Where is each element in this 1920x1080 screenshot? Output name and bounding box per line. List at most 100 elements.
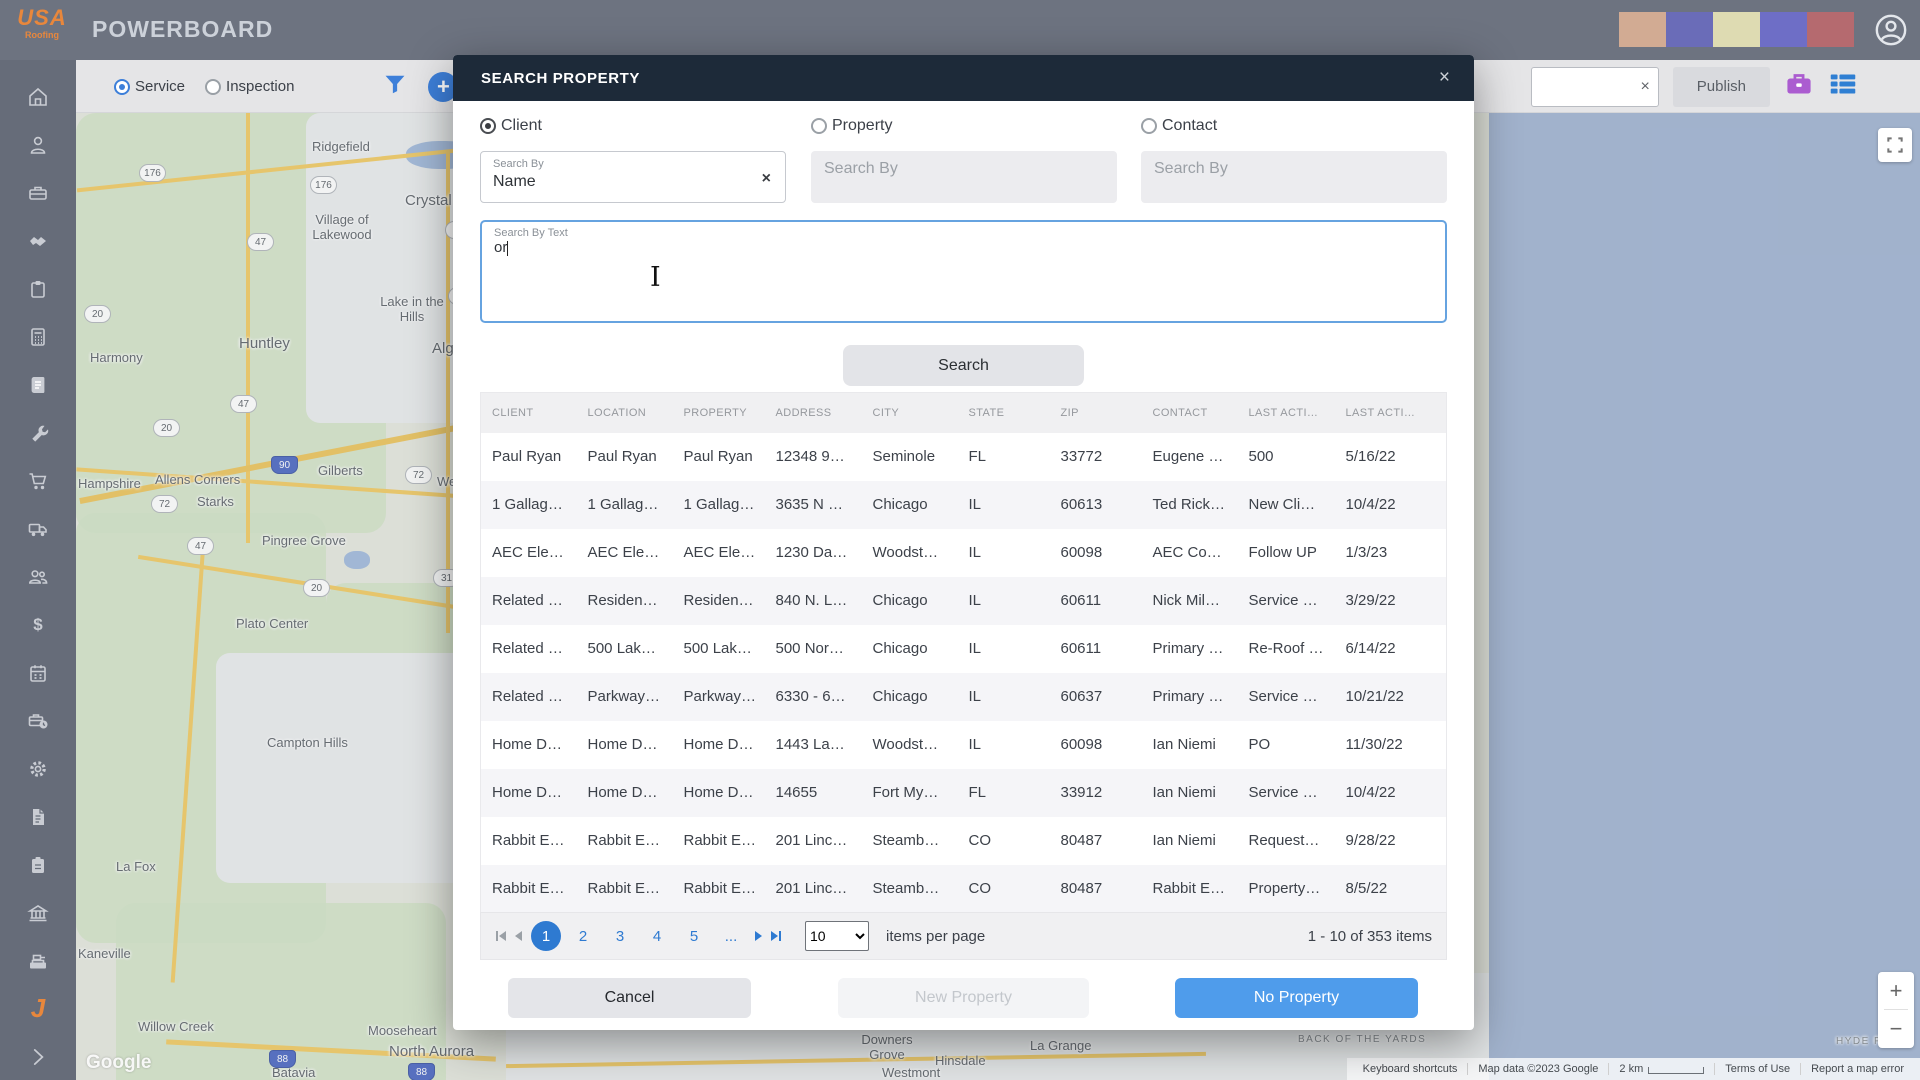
table-cell[interactable]: Chicago bbox=[861, 672, 958, 721]
table-cell[interactable]: 9/28/22 bbox=[1334, 816, 1447, 865]
sidebar-item-tasks[interactable] bbox=[0, 842, 76, 887]
table-cell[interactable]: 1230 Da… bbox=[764, 528, 862, 577]
table-cell[interactable]: FL bbox=[957, 768, 1050, 817]
table-cell[interactable]: Paul Ryan bbox=[480, 432, 577, 481]
attribution-item[interactable]: Keyboard shortcuts bbox=[1362, 1063, 1458, 1075]
table-cell[interactable]: 60613 bbox=[1049, 480, 1142, 529]
color-swatch[interactable] bbox=[1713, 12, 1760, 47]
table-cell[interactable]: Steamb… bbox=[861, 864, 958, 913]
service-radio[interactable]: Service bbox=[114, 78, 185, 95]
color-swatch[interactable] bbox=[1760, 12, 1807, 47]
table-cell[interactable]: 8/5/22 bbox=[1334, 864, 1447, 913]
table-cell[interactable]: 60611 bbox=[1049, 624, 1142, 673]
table-cell[interactable]: AEC Ele… bbox=[576, 528, 673, 577]
table-cell[interactable]: 12348 9… bbox=[764, 432, 862, 481]
sidebar-item-home[interactable] bbox=[0, 74, 76, 119]
table-cell[interactable]: 6/14/22 bbox=[1334, 624, 1447, 673]
table-cell[interactable]: Home D… bbox=[672, 720, 765, 769]
last-page-button[interactable] bbox=[771, 931, 782, 941]
table-cell[interactable]: 60098 bbox=[1049, 528, 1142, 577]
search-by-clear-icon[interactable]: × bbox=[761, 170, 771, 187]
table-cell[interactable]: Related … bbox=[480, 672, 577, 721]
table-cell[interactable]: 201 Linc… bbox=[764, 816, 862, 865]
column-header[interactable]: LOCATION bbox=[576, 392, 673, 433]
table-row[interactable]: AEC Ele… AEC Ele… AEC Ele… 1230 Da… Woodst… I… bbox=[480, 528, 1447, 577]
sidebar-item-clipboard[interactable] bbox=[0, 266, 76, 311]
table-cell[interactable]: Parkway… bbox=[672, 672, 765, 721]
table-cell[interactable]: Steamb… bbox=[861, 816, 958, 865]
table-cell[interactable]: 10/21/22 bbox=[1334, 672, 1447, 721]
table-cell[interactable]: 60098 bbox=[1049, 720, 1142, 769]
table-cell[interactable]: 80487 bbox=[1049, 816, 1142, 865]
search-by-field[interactable]: Search By Name × bbox=[480, 151, 786, 203]
cancel-button[interactable]: Cancel bbox=[508, 978, 751, 1018]
table-header-row[interactable]: CLIENT LOCATION PROPERTY ADDRESS CITY STATE ZI… bbox=[480, 392, 1447, 433]
table-cell[interactable]: 1443 La… bbox=[764, 720, 862, 769]
sidebar-item-estimates[interactable] bbox=[0, 362, 76, 407]
table-cell[interactable]: 840 N. L… bbox=[764, 576, 862, 625]
sidebar-item-people[interactable] bbox=[0, 554, 76, 599]
contact-radio[interactable]: Contact bbox=[1141, 117, 1217, 135]
attribution-item[interactable]: Terms of Use bbox=[1714, 1063, 1800, 1075]
table-cell[interactable]: Paul Ryan bbox=[672, 432, 765, 481]
table-row[interactable]: Related … Residen… Residen… 840 N. L… Chicag… bbox=[480, 576, 1447, 625]
table-cell[interactable]: IL bbox=[957, 720, 1050, 769]
table-cell[interactable]: Chicago bbox=[861, 480, 958, 529]
page-button-3[interactable]: 3 bbox=[615, 927, 625, 945]
property-radio[interactable]: Property bbox=[811, 117, 892, 135]
table-row[interactable]: Paul Ryan Paul Ryan Paul Ryan 12348 9… Semin… bbox=[480, 432, 1447, 481]
table-cell[interactable]: Rabbit E… bbox=[1141, 864, 1238, 913]
page-button-2[interactable]: 2 bbox=[578, 927, 588, 945]
column-header[interactable]: CONTACT bbox=[1141, 392, 1238, 433]
color-swatch[interactable] bbox=[1807, 12, 1854, 47]
fullscreen-button[interactable] bbox=[1878, 128, 1912, 162]
search-button[interactable]: Search bbox=[843, 345, 1084, 386]
search-by-text-value[interactable]: or bbox=[494, 239, 508, 256]
table-cell[interactable]: Rabbit E… bbox=[480, 816, 577, 865]
attribution-item[interactable]: Report a map error bbox=[1800, 1063, 1914, 1075]
map-search-box[interactable]: × bbox=[1530, 66, 1659, 107]
search-by-text-area[interactable]: Search By Text or I bbox=[480, 220, 1447, 323]
table-cell[interactable]: 14655 bbox=[764, 768, 862, 817]
table-cell[interactable]: AEC Co… bbox=[1141, 528, 1238, 577]
table-cell[interactable]: Residen… bbox=[576, 576, 673, 625]
table-cell[interactable]: IL bbox=[957, 576, 1050, 625]
table-row[interactable]: 1 Gallag… 1 Gallag… 1 Gallag… 3635 N … Chica… bbox=[480, 480, 1447, 529]
page-button-...[interactable]: ... bbox=[724, 927, 738, 945]
zoom-in-button[interactable]: + bbox=[1889, 977, 1903, 1003]
inspection-radio[interactable]: Inspection bbox=[205, 78, 294, 95]
column-header[interactable]: ADDRESS bbox=[764, 392, 862, 433]
table-cell[interactable]: 10/4/22 bbox=[1334, 768, 1447, 817]
sidebar-item-calculator[interactable] bbox=[0, 314, 76, 359]
column-header[interactable]: LAST ACTI… bbox=[1334, 392, 1447, 433]
table-cell[interactable]: Home D… bbox=[480, 720, 577, 769]
user-avatar-icon[interactable] bbox=[1874, 13, 1908, 47]
column-header[interactable]: ZIP bbox=[1049, 392, 1142, 433]
table-cell[interactable]: 500 bbox=[1237, 432, 1335, 481]
table-cell[interactable]: PO bbox=[1237, 720, 1335, 769]
table-cell[interactable]: Re-Roof … bbox=[1237, 624, 1335, 673]
table-cell[interactable]: 80487 bbox=[1049, 864, 1142, 913]
property-radio-circle[interactable] bbox=[811, 118, 827, 134]
results-table[interactable]: CLIENT LOCATION PROPERTY ADDRESS CITY STATE ZI… bbox=[480, 392, 1447, 913]
table-cell[interactable]: 1/3/23 bbox=[1334, 528, 1447, 577]
table-cell[interactable]: Chicago bbox=[861, 576, 958, 625]
briefcase-icon[interactable] bbox=[1784, 69, 1814, 104]
color-swatch[interactable] bbox=[1619, 12, 1666, 47]
table-cell[interactable]: 33912 bbox=[1049, 768, 1142, 817]
column-header[interactable]: PROPERTY bbox=[672, 392, 765, 433]
table-cell[interactable]: Ian Niemi bbox=[1141, 816, 1238, 865]
map-search-clear-icon[interactable]: × bbox=[1640, 77, 1650, 95]
table-row[interactable]: Related … 500 Lak… 500 Lak… 500 Nor… Chicago… bbox=[480, 624, 1447, 673]
table-cell[interactable]: 1 Gallag… bbox=[480, 480, 577, 529]
sidebar-expand-chevron-icon[interactable] bbox=[0, 1034, 76, 1079]
sidebar-item-truck[interactable] bbox=[0, 506, 76, 551]
table-cell[interactable]: Request… bbox=[1237, 816, 1335, 865]
table-cell[interactable]: Nick Mil… bbox=[1141, 576, 1238, 625]
table-cell[interactable]: New Cli… bbox=[1237, 480, 1335, 529]
table-cell[interactable]: Residen… bbox=[672, 576, 765, 625]
client-radio[interactable]: Client bbox=[480, 117, 542, 135]
table-cell[interactable]: 60611 bbox=[1049, 576, 1142, 625]
table-row[interactable]: Rabbit E… Rabbit E… Rabbit E… 201 Linc… Stea… bbox=[480, 816, 1447, 865]
sidebar-item-roofing-logo[interactable]: J bbox=[30, 993, 46, 1023]
